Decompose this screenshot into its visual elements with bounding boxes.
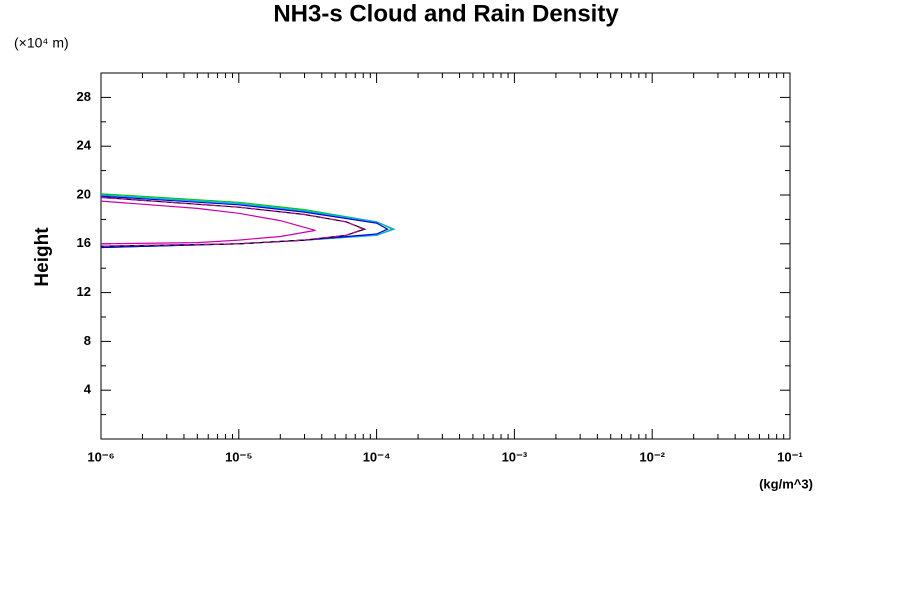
x-tick-label: 10⁻⁵ xyxy=(225,449,252,464)
y-tick-label: 12 xyxy=(77,284,91,299)
data-line xyxy=(100,200,316,245)
x-tick-label: 10⁻³ xyxy=(502,449,528,464)
chart-title: NH3-s Cloud and Rain Density xyxy=(273,0,619,27)
y-tick-label: 16 xyxy=(77,235,91,250)
y-tick-label: 20 xyxy=(77,186,91,201)
y-tick-label: 28 xyxy=(77,89,91,104)
x-tick-label: 10⁻⁴ xyxy=(363,449,391,464)
x-tick-label: 10⁻¹ xyxy=(777,449,803,464)
data-line xyxy=(100,196,365,247)
y-tick-label: 4 xyxy=(84,382,92,397)
y-tick-label: 8 xyxy=(84,333,91,348)
plot-frame xyxy=(100,72,791,440)
x-tick-label: 10⁻² xyxy=(639,449,665,464)
x-axis-label: (kg/m^3) xyxy=(759,476,813,491)
y-unit: (×10⁴ m) xyxy=(14,35,69,51)
y-tick-label: 24 xyxy=(77,138,92,153)
y-axis-label: Height xyxy=(32,227,53,287)
x-tick-label: 10⁻⁶ xyxy=(87,449,114,464)
